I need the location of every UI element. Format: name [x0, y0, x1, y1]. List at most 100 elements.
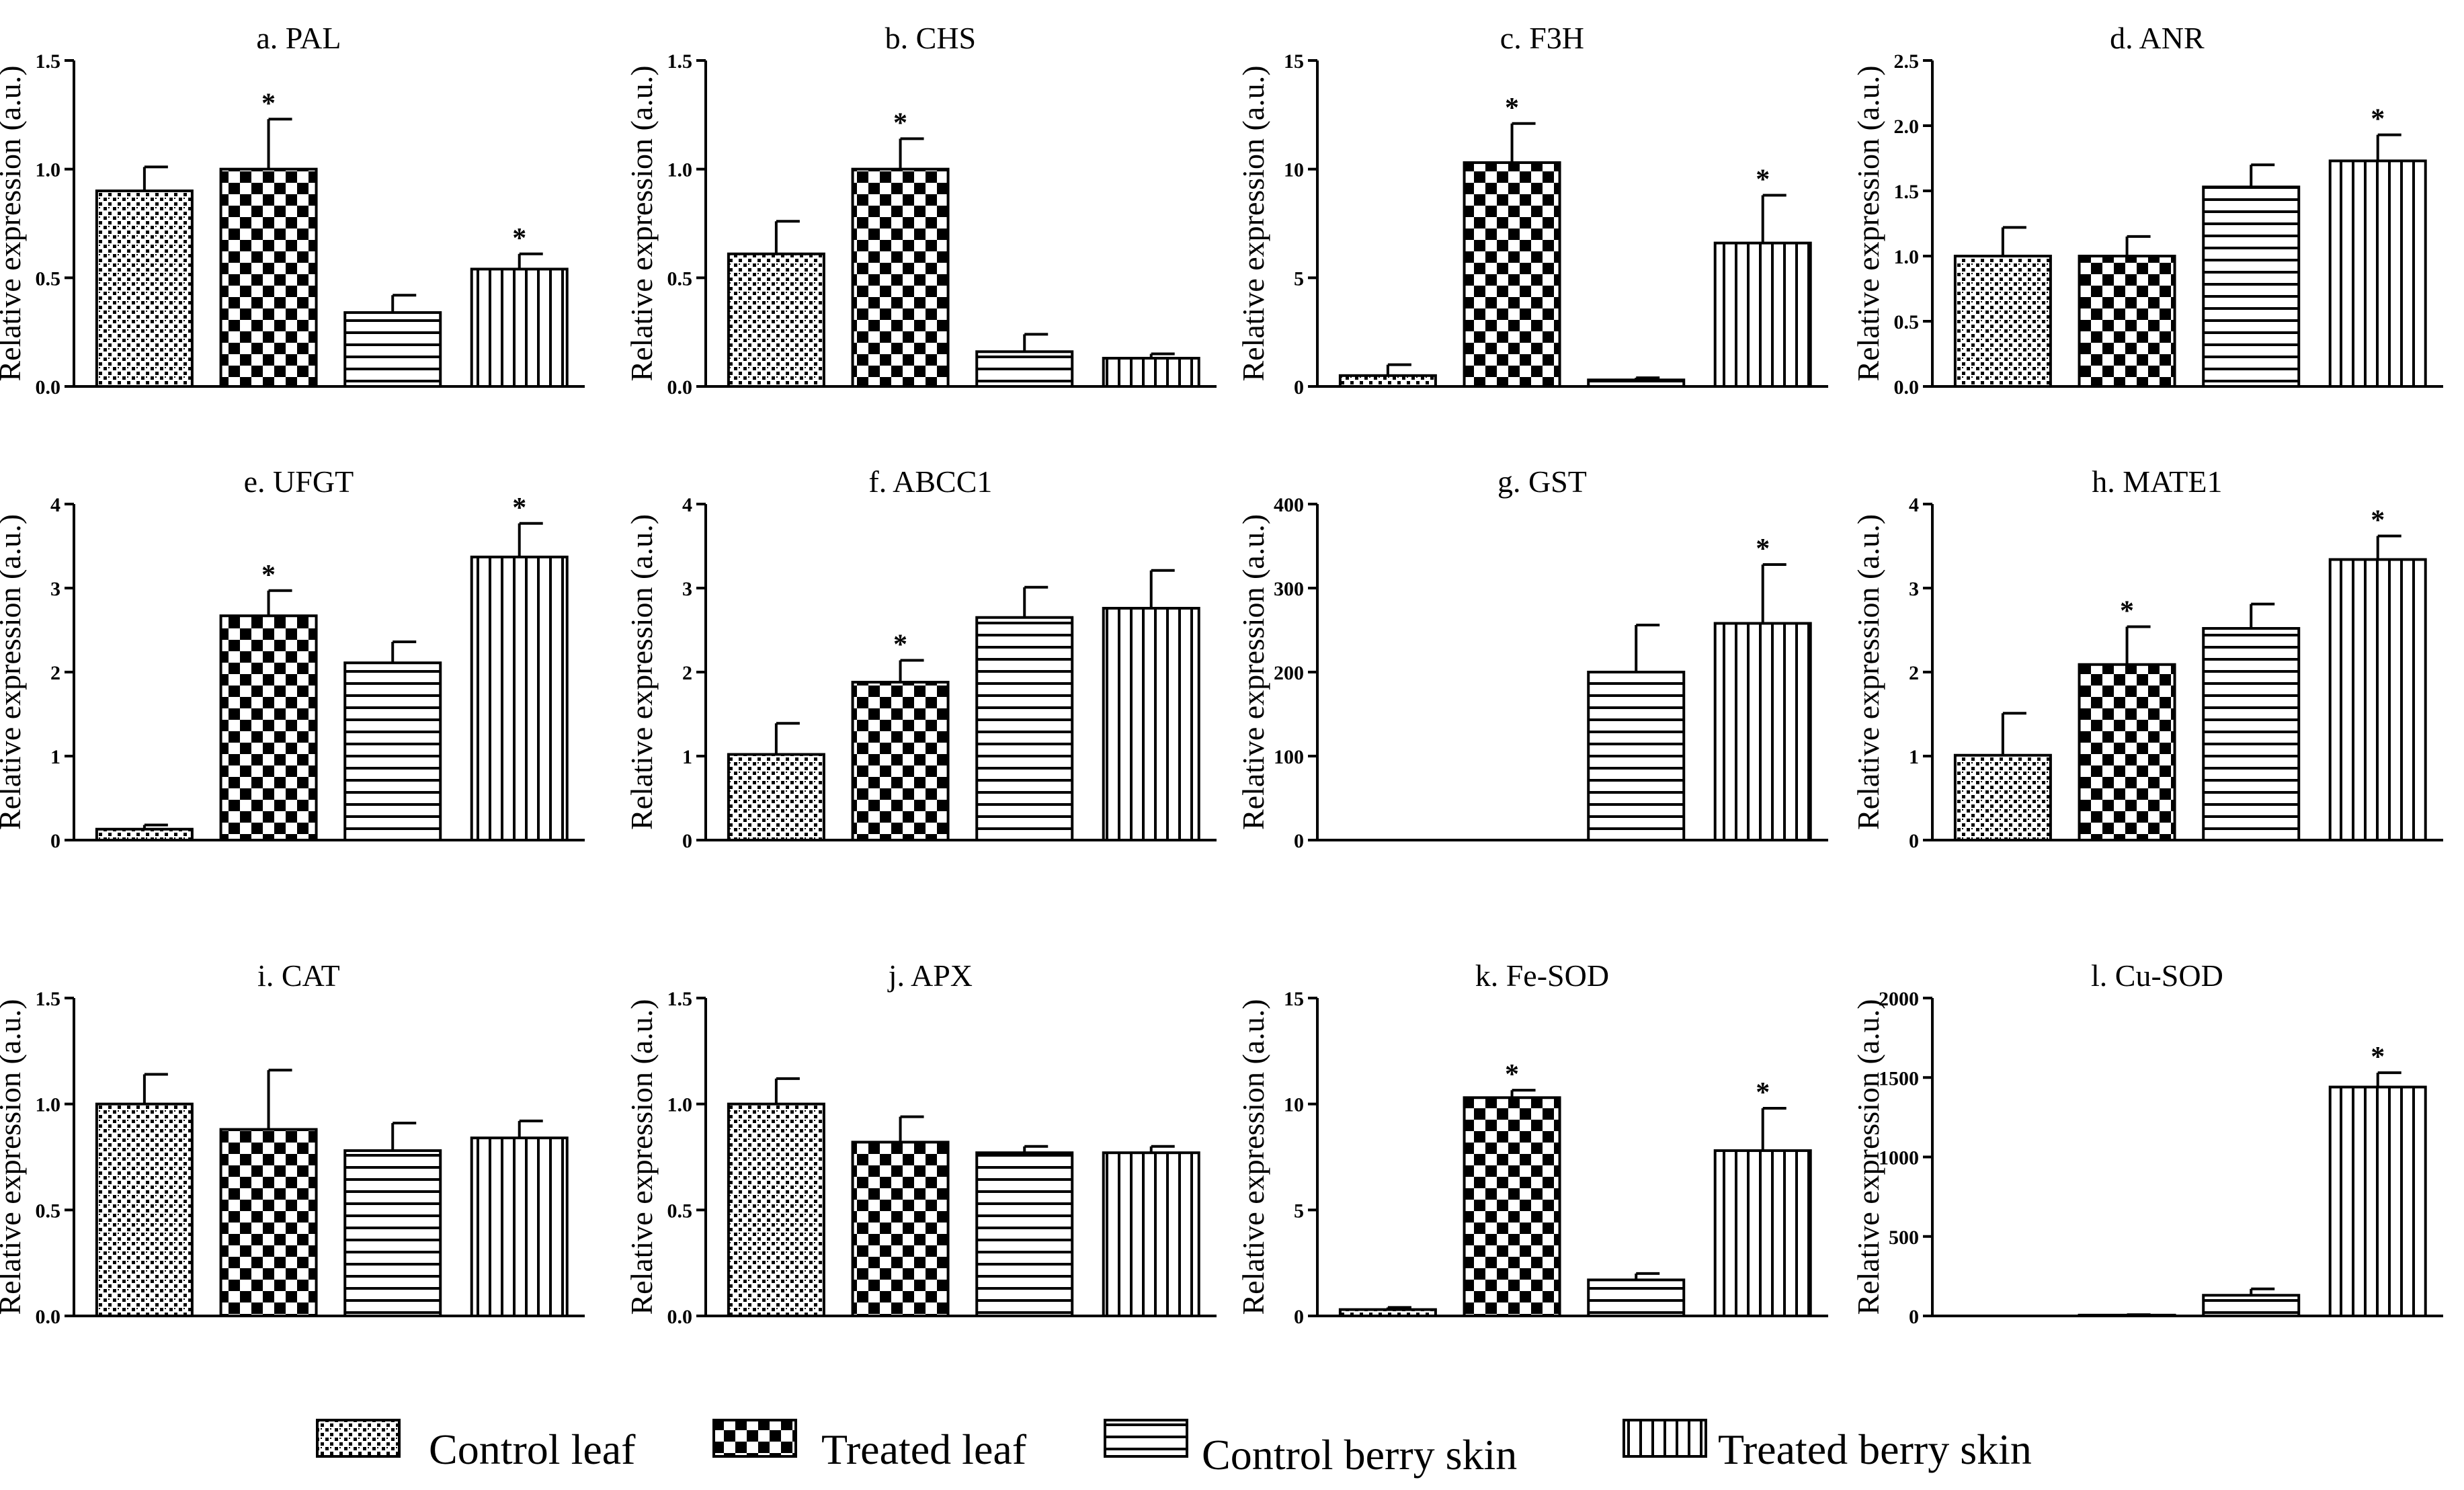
significance-marker: *	[2120, 596, 2134, 627]
bar	[1463, 1096, 1561, 1317]
y-axis-label: Relative expression (a.u.)	[1236, 514, 1270, 830]
y-tick-label: 1.5	[667, 50, 693, 73]
bar	[343, 311, 442, 388]
bar	[1587, 671, 1686, 841]
bar	[2328, 159, 2427, 388]
chart-title: b. CHS	[885, 21, 976, 55]
significance-marker: *	[893, 108, 907, 138]
bar	[727, 252, 825, 388]
bar	[343, 661, 442, 841]
chart-title: j. APX	[887, 958, 973, 993]
chart-title: k. Fe-SOD	[1475, 958, 1609, 993]
chart-title: h. MATE1	[2092, 464, 2222, 499]
significance-marker: *	[1756, 1077, 1770, 1108]
y-axis-label: Relative expression (a.u.)	[1236, 65, 1270, 381]
legend-swatch-check	[712, 1419, 797, 1458]
chart-title: c. F3H	[1500, 21, 1584, 55]
y-tick-label: 5	[1294, 267, 1304, 290]
y-axis-label: Relative expression (a.u.)	[624, 514, 659, 830]
y-tick-label: 4	[682, 494, 692, 516]
y-tick-label: 0	[50, 830, 60, 852]
y-tick-label: 1.0	[36, 159, 61, 181]
y-tick-label: 2.5	[1894, 50, 1920, 73]
bar	[95, 827, 194, 841]
chart-panel: k. Fe-SOD Relative expression (a.u.) 0 5 10 1…	[1236, 958, 1828, 1328]
y-tick-label: 500	[1889, 1227, 1919, 1249]
bar	[2202, 185, 2301, 388]
chart-panel: f. ABCC1 Relative expression (a.u.) 0 1 2 3 4 *	[624, 464, 1217, 852]
y-axis-label: Relative expression (a.u.)	[1851, 65, 1885, 381]
y-tick-label: 0.5	[36, 267, 61, 290]
legend-label: Control berry skin	[1202, 1431, 1518, 1479]
y-tick-label: 5	[1294, 1200, 1304, 1222]
y-tick-label: 1.0	[36, 1094, 61, 1116]
y-tick-label: 0	[1294, 830, 1304, 852]
y-tick-label: 0	[1909, 830, 1919, 852]
bar	[219, 614, 318, 841]
legend-swatch-dots	[316, 1419, 401, 1458]
y-axis-label: Relative expression (a.u.)	[624, 65, 659, 381]
legend: Control leaf Treated leaf Control berry …	[316, 1401, 2453, 1482]
bar	[2078, 255, 2176, 388]
chart-panel: c. F3H Relative expression (a.u.) 0 5 10 15 * *	[1236, 21, 1828, 399]
y-tick-label: 1.5	[36, 50, 61, 73]
bar	[95, 1102, 194, 1317]
y-axis-label: Relative expression (a.u.)	[624, 999, 659, 1315]
significance-marker: *	[261, 88, 276, 119]
y-tick-label: 1.0	[1894, 246, 1920, 268]
chart-panel: d. ANR Relative expression (a.u.) 0.0 0.5 1.…	[1851, 21, 2443, 399]
y-tick-label: 0	[682, 830, 692, 852]
chart-panel: j. APX Relative expression (a.u.) 0.0 0.5 1.…	[624, 958, 1217, 1328]
y-tick-label: 4	[1909, 494, 1919, 516]
chart-title: g. GST	[1497, 464, 1587, 499]
chart-title: f. ABCC1	[868, 464, 992, 499]
bar	[1713, 1149, 1812, 1318]
chart-panel: b. CHS Relative expression (a.u.) 0.0 0.5 1.…	[624, 21, 1217, 399]
y-tick-label: 1.0	[667, 159, 693, 181]
chart-panel: l. Cu-SOD Relative expression (a.u.) 0 500 1…	[1851, 958, 2443, 1328]
bar	[975, 350, 1074, 388]
chart-panel: g. GST Relative expression (a.u.) 0 100 200 3…	[1236, 464, 1828, 852]
bar	[2328, 1085, 2427, 1317]
y-tick-label: 0.0	[667, 376, 693, 399]
y-tick-label: 400	[1274, 494, 1304, 516]
significance-marker: *	[261, 560, 276, 591]
chart-title: l. Cu-SOD	[2091, 958, 2223, 993]
bar	[470, 555, 569, 841]
y-tick-label: 1	[1909, 746, 1919, 768]
bar	[219, 167, 318, 388]
bar	[470, 1136, 569, 1317]
y-tick-label: 0.5	[36, 1200, 61, 1222]
bar	[1338, 374, 1437, 388]
y-axis-label: Relative expression (a.u.)	[0, 65, 27, 381]
y-tick-label: 0.5	[667, 1200, 693, 1222]
significance-marker: *	[893, 630, 907, 661]
bar	[2202, 627, 2301, 841]
bar	[1338, 1308, 1437, 1318]
bar	[1102, 1151, 1200, 1318]
y-tick-label: 300	[1274, 578, 1304, 600]
significance-marker: *	[1756, 534, 1770, 565]
legend-label: Treated berry skin	[1718, 1425, 2032, 1473]
bar	[1953, 753, 2052, 841]
chart-title: a. PAL	[256, 21, 341, 55]
y-tick-label: 0.0	[1894, 376, 1920, 399]
y-axis-label: Relative expression (a.u.)	[0, 999, 27, 1315]
y-tick-label: 100	[1274, 746, 1304, 768]
significance-marker: *	[1505, 1059, 1519, 1090]
bar	[2202, 1294, 2301, 1318]
significance-marker: *	[1756, 164, 1770, 195]
bar	[470, 267, 569, 388]
y-tick-label: 0.0	[36, 376, 61, 399]
y-tick-label: 3	[50, 578, 60, 600]
y-tick-label: 0.5	[1894, 311, 1920, 333]
y-tick-label: 10	[1284, 1094, 1304, 1116]
chart-title: d. ANR	[2110, 21, 2205, 55]
significance-marker: *	[2371, 505, 2385, 536]
y-tick-label: 15	[1284, 988, 1304, 1010]
chart-panel: e. UFGT Relative expression (a.u.) 0 1 2 3 4 * *	[0, 464, 585, 852]
bar	[2328, 558, 2427, 841]
bar	[1463, 161, 1561, 388]
y-axis-label: Relative expression (a.u.)	[1851, 514, 1885, 830]
